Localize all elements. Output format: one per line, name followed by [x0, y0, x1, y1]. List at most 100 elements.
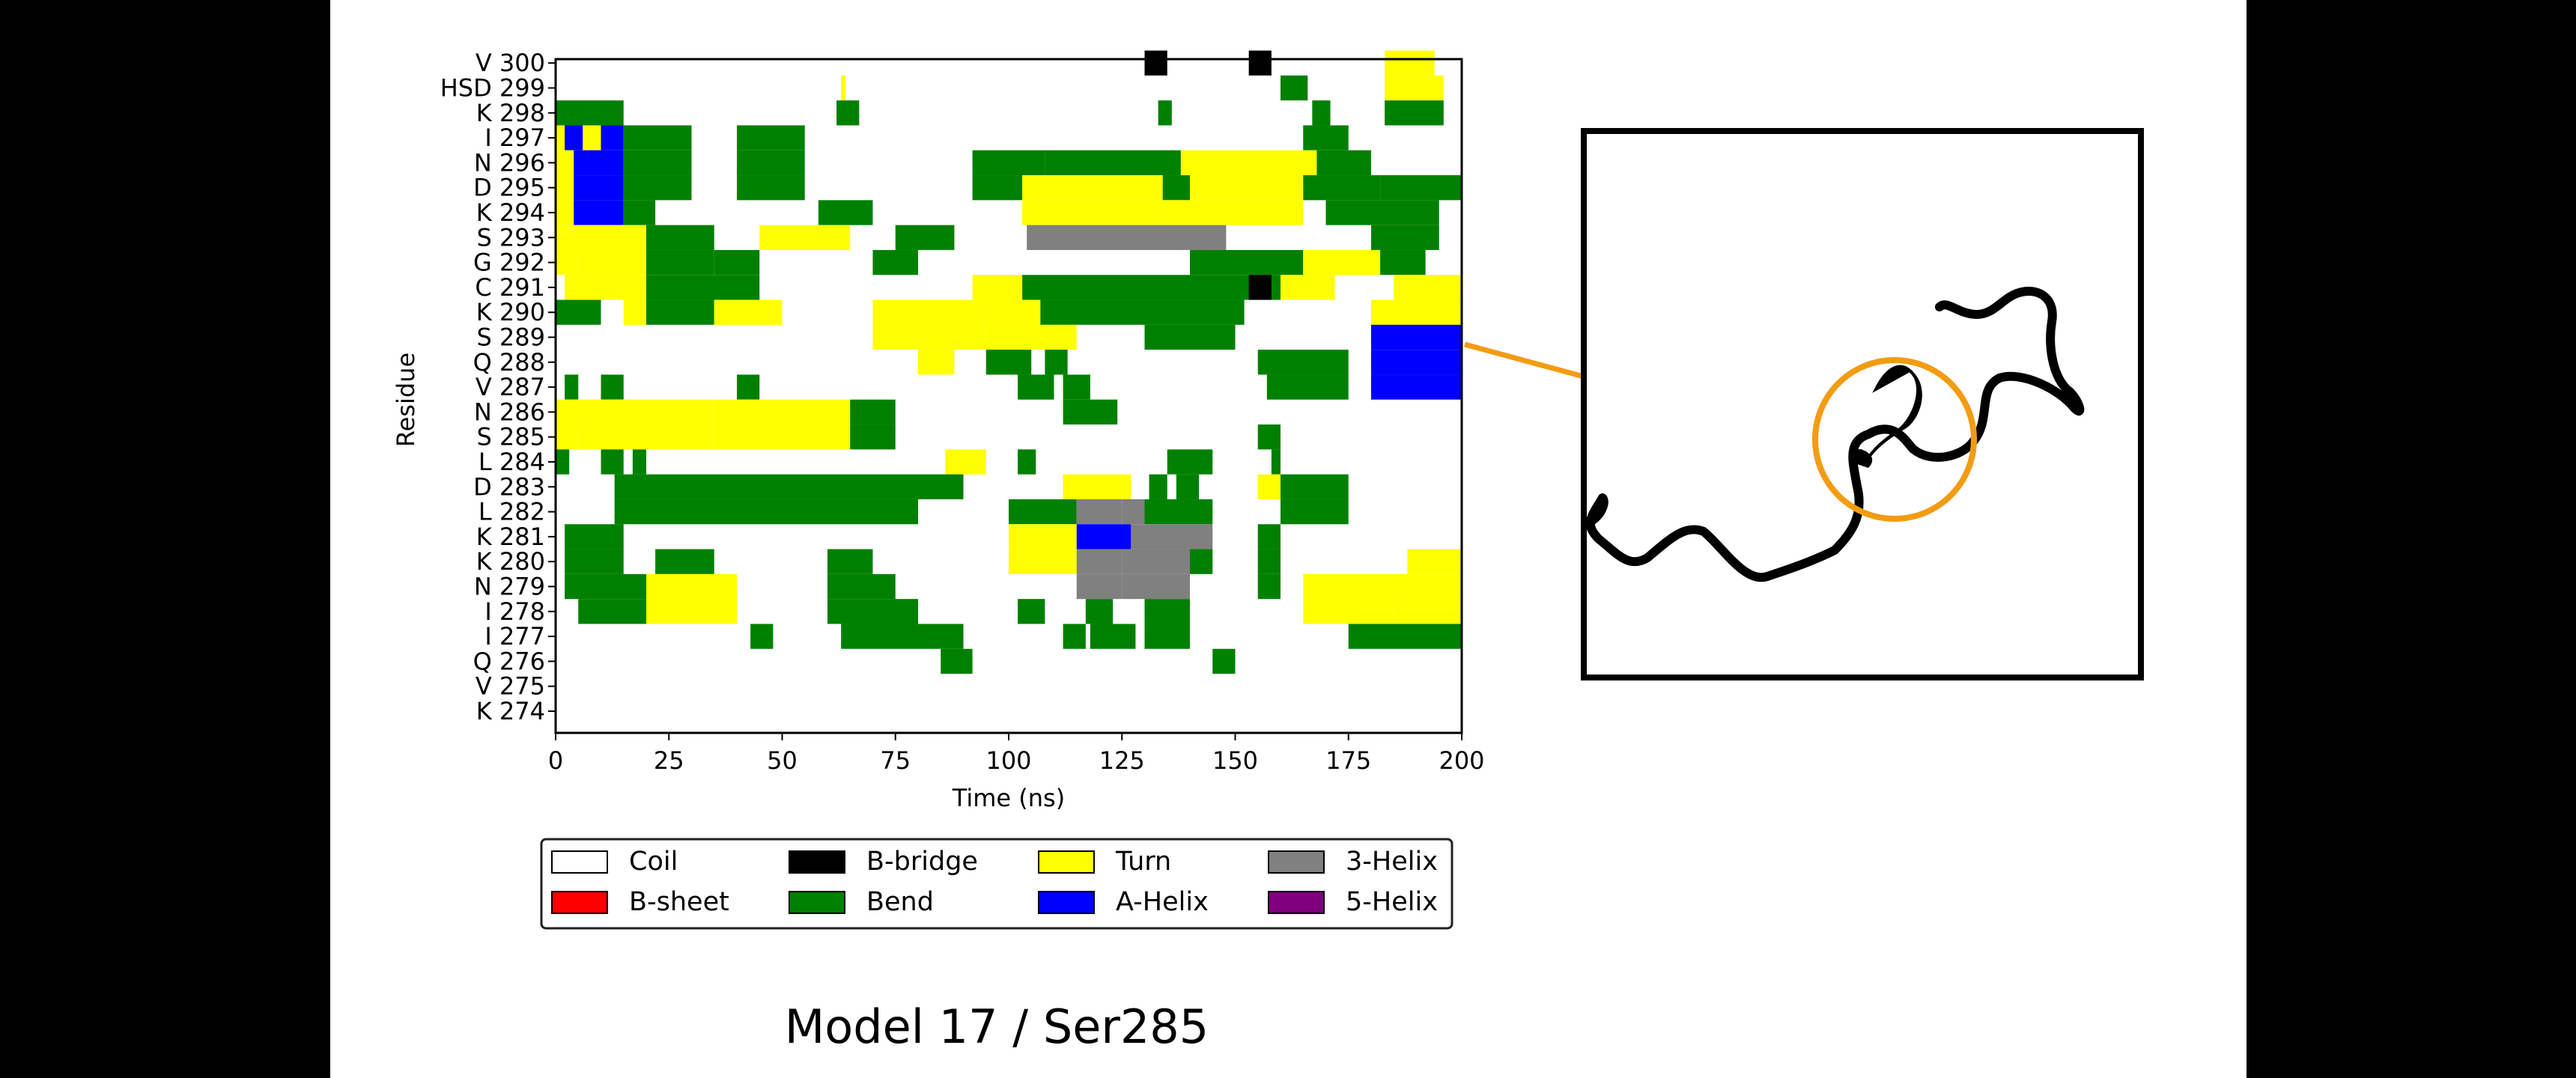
heatmap-cell	[565, 125, 583, 150]
heatmap-cell	[737, 374, 760, 400]
heatmap-cell	[1380, 175, 1462, 201]
x-tick-label: 25	[654, 746, 684, 775]
heatmap-cell	[872, 299, 986, 325]
legend-swatch	[789, 891, 845, 914]
heatmap-cell	[1371, 324, 1462, 350]
heatmap-cell	[918, 324, 986, 350]
heatmap-cell	[556, 200, 574, 225]
heatmap-cell	[1022, 175, 1163, 201]
heatmap-cell	[1027, 225, 1099, 250]
heatmap-cell	[827, 499, 918, 525]
heatmap-cell	[972, 175, 1023, 201]
heatmap-cell	[836, 100, 860, 126]
legend-swatch	[551, 850, 608, 874]
heatmap-cell	[1281, 275, 1335, 300]
heatmap-cell	[827, 599, 918, 624]
heatmap-cell	[1257, 573, 1281, 600]
heatmap-cell	[601, 150, 624, 176]
heatmap-cell	[985, 299, 1041, 325]
heatmap-cell	[1380, 249, 1426, 275]
y-tick-label: N 286	[474, 398, 545, 426]
y-tick-label: V 287	[476, 373, 545, 401]
x-tick-label: 125	[1099, 746, 1145, 775]
heatmap-cell	[972, 150, 1045, 176]
y-tick-label: K 281	[476, 523, 545, 551]
legend-swatch	[551, 891, 608, 914]
heatmap-cell	[1144, 624, 1190, 649]
heatmap-cell	[1085, 599, 1114, 624]
heatmap-cell	[1303, 125, 1349, 150]
heatmap-cell	[714, 424, 851, 450]
x-tick-label: 50	[767, 746, 798, 775]
heatmap-cell	[827, 474, 964, 499]
heatmap-cell	[623, 200, 656, 225]
heatmap-cell	[972, 275, 1023, 300]
heatmap-cell	[941, 648, 973, 674]
heatmap-cell	[623, 299, 646, 325]
structure-frame	[1581, 128, 2144, 680]
heatmap-layer	[556, 50, 1462, 674]
heatmap-cell	[872, 249, 918, 275]
heatmap-cell	[1018, 449, 1036, 475]
heatmap-cell	[1045, 350, 1068, 375]
heatmap-cell	[1316, 150, 1371, 176]
heatmap-cell	[623, 150, 692, 176]
heatmap-cell	[714, 249, 760, 275]
heatmap-cell	[578, 249, 646, 275]
heatmap-cell	[1190, 249, 1304, 275]
heatmap-cell	[1257, 350, 1349, 375]
heatmap-cell	[1407, 549, 1462, 574]
heatmap-cell	[574, 150, 601, 176]
heatmap-cell	[850, 424, 896, 450]
heatmap-cell	[827, 573, 896, 600]
heatmap-cell	[1385, 75, 1444, 101]
heatmap-cell	[1122, 549, 1190, 574]
heatmap-cell	[1162, 200, 1304, 225]
heatmap-cell	[1149, 474, 1167, 499]
legend-label: A-Helix	[1116, 887, 1209, 917]
heatmap-cell	[1144, 324, 1236, 350]
heatmap-cell	[1076, 549, 1123, 574]
heatmap-cell	[646, 225, 714, 250]
heatmap-cell	[565, 275, 601, 300]
helix-ribbon-icon	[1863, 365, 1922, 465]
heatmap-cell	[1063, 374, 1090, 400]
y-tick-label: K 298	[476, 99, 545, 127]
legend-label: 5-Helix	[1346, 887, 1438, 917]
heatmap-cell	[1063, 399, 1118, 425]
heatmap-cell	[1303, 573, 1371, 600]
heatmap-cell	[1190, 549, 1213, 574]
heatmap-cell	[1248, 275, 1272, 300]
heatmap-cell	[1303, 599, 1394, 624]
heatmap-cell	[601, 524, 624, 549]
heatmap-cell	[1303, 249, 1381, 275]
heatmap-cell	[1009, 524, 1077, 549]
y-tick-label: HSD 299	[440, 74, 545, 103]
heatmap-cell	[1176, 474, 1200, 499]
helix-ribbon-icon-2	[1852, 449, 1873, 468]
legend-swatch	[1268, 850, 1325, 874]
heatmap-cell	[1018, 374, 1054, 400]
heatmap-cell	[1394, 599, 1462, 624]
heatmap-cell	[646, 299, 714, 325]
heatmap-cell	[818, 200, 873, 225]
heatmap-cell	[565, 549, 601, 574]
legend-swatch	[1038, 891, 1095, 914]
heatmap-cell	[646, 599, 737, 624]
heatmap-cell	[601, 449, 624, 475]
heatmap-cell	[1371, 225, 1439, 250]
heatmap-cell	[1122, 573, 1190, 600]
heatmap-cell	[750, 624, 774, 649]
y-tick-label: I 278	[484, 597, 545, 626]
heatmap-cell	[1144, 524, 1213, 549]
heatmap-cell	[1144, 50, 1167, 76]
heatmap-cell	[827, 549, 873, 574]
x-tick-label: 175	[1325, 746, 1371, 775]
legend-swatch	[789, 850, 845, 874]
heatmap-cell	[1212, 648, 1236, 674]
heatmap-cell	[1045, 150, 1181, 176]
heatmap-cell	[1348, 624, 1462, 649]
heatmap-cell	[1281, 75, 1308, 101]
heatmap-cell	[1281, 499, 1349, 525]
